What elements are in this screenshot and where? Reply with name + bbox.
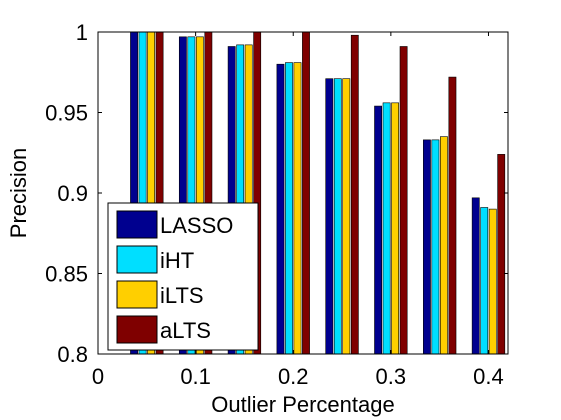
legend-swatch-alts <box>116 315 158 344</box>
legend-label-lasso: LASSO <box>160 213 233 238</box>
legend-swatch-ilts <box>116 280 158 309</box>
bar-lasso-5 <box>374 105 383 355</box>
bar-iht-7 <box>480 207 489 355</box>
bar-lasso-3 <box>276 63 285 355</box>
x-tick-label-2: 0.2 <box>278 364 309 389</box>
legend-label-ilts: iLTS <box>160 283 204 308</box>
ticks-group <box>97 31 508 355</box>
bars-group <box>130 31 506 355</box>
bar-lasso-4 <box>325 78 334 355</box>
bar-iht-3 <box>285 62 293 355</box>
x-tick-label-3: 0.3 <box>376 364 407 389</box>
tick-labels-group: 0 0.1 0.2 0.3 0.4 0.8 0.85 0.9 0.95 1 <box>45 20 504 389</box>
legend-label-iht: iHT <box>160 248 194 273</box>
y-tick-label-1: 0.85 <box>45 262 88 287</box>
legend-swatch-lasso <box>116 210 158 239</box>
bar-ilts-6 <box>440 136 448 355</box>
bar-alts-3 <box>302 31 310 355</box>
x-tick-label-4: 0.4 <box>473 364 504 389</box>
legend-label-alts: aLTS <box>160 318 211 343</box>
bar-alts-6 <box>448 76 457 355</box>
bar-ilts-3 <box>293 62 302 355</box>
y-tick-label-3: 0.95 <box>45 101 88 126</box>
legend-swatch-iht <box>116 245 158 274</box>
bar-lasso-7 <box>471 197 480 355</box>
bar-alts-7 <box>497 154 506 355</box>
y-tick-label-4: 1 <box>76 20 88 45</box>
bar-lasso-6 <box>423 139 431 355</box>
y-tick-label-0: 0.8 <box>57 342 88 367</box>
y-axis-label: Precision <box>6 148 31 238</box>
x-tick-label-1: 0.1 <box>180 364 211 389</box>
x-axis-label: Outlier Percentage <box>211 392 394 417</box>
legend: LASSO iHT iLTS aLTS <box>107 202 259 351</box>
bar-iht-6 <box>431 139 440 355</box>
bar-ilts-5 <box>391 102 400 355</box>
y-tick-label-2: 0.9 <box>57 181 88 206</box>
bar-ilts-4 <box>342 78 351 355</box>
bar-iht-4 <box>333 78 342 355</box>
bar-iht-5 <box>382 102 391 355</box>
bar-ilts-7 <box>488 208 497 355</box>
bar-alts-5 <box>399 46 408 355</box>
x-tick-label-0: 0 <box>92 364 104 389</box>
bar-alts-4 <box>350 34 359 355</box>
